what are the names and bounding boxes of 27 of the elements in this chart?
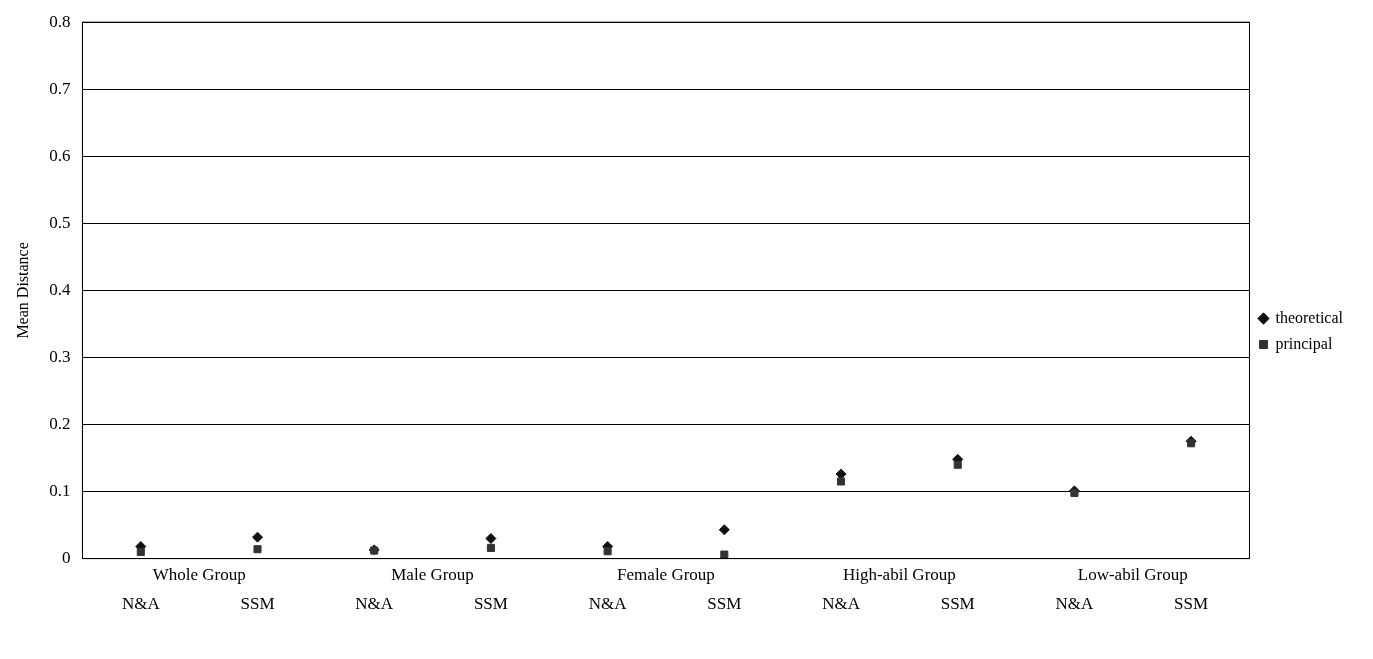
x-tick-label: N&A (355, 594, 394, 614)
x-tick-label: N&A (588, 594, 628, 614)
x-tick-label: N&A (121, 594, 161, 614)
y-tick-label: 0.2 (49, 413, 71, 433)
y-tick-label: 0.1 (49, 481, 71, 501)
text: Low-abil Group (1077, 564, 1188, 584)
y-tick-label: 0.8 (49, 11, 71, 31)
y-tick-label: 0 (61, 548, 71, 568)
text: Male Group (391, 564, 474, 584)
x-tick-label: N&A (1055, 594, 1095, 614)
legend-label: principal (1275, 334, 1333, 353)
text: Whole Group (152, 564, 246, 584)
y-tick-label: 0.4 (49, 279, 71, 299)
y-tick-label: 0.5 (49, 212, 71, 232)
y-tick-label: 0.3 (49, 346, 71, 366)
x-tick-label: SSM (473, 594, 508, 614)
text: Female Group (617, 564, 715, 584)
legend-label: theoretical (1275, 308, 1344, 326)
text: High-abil Group (842, 564, 956, 584)
y-tick-label: 0.6 (49, 145, 71, 165)
y-tick-label: 0.7 (49, 78, 71, 98)
x-tick-label: SSM (940, 594, 975, 614)
x-tick-label: N&A (822, 594, 861, 614)
x-tick-label: SSM (240, 594, 275, 614)
x-tick-label: SSM (1174, 594, 1209, 614)
x-tick-label: SSM (707, 594, 742, 614)
y-axis-title: Mean Distance (13, 242, 31, 339)
